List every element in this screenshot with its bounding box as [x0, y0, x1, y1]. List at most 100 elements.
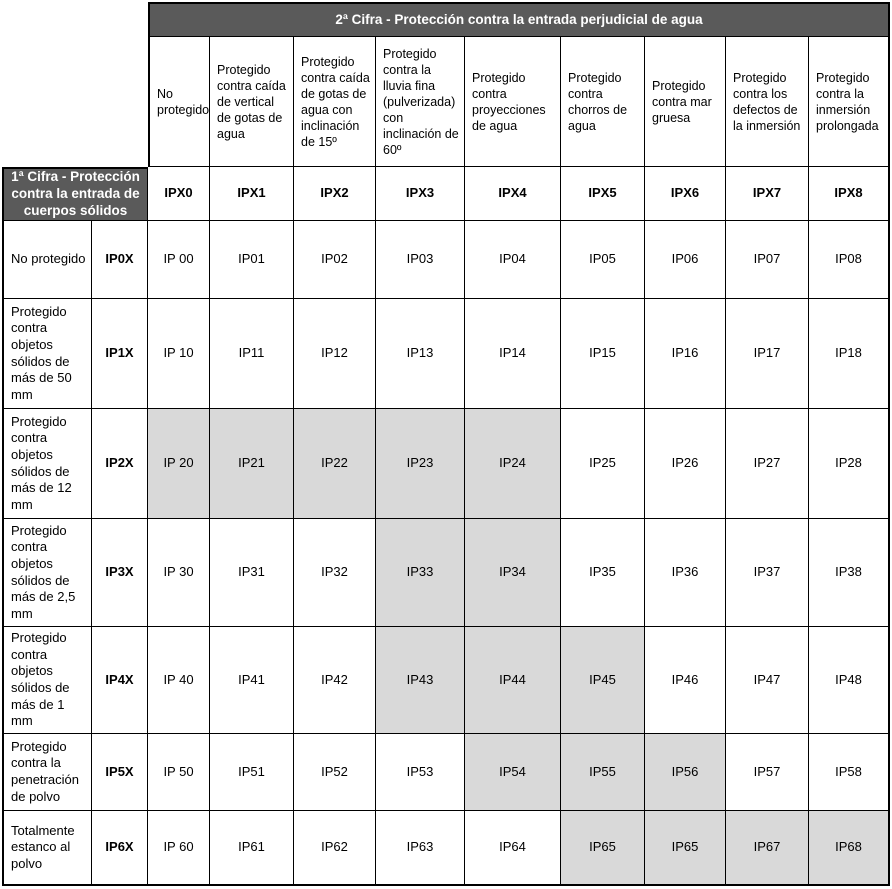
solids-row-description: Protegido contra objetos sólidos de más …	[2, 519, 92, 627]
water-col-code: IPX1	[210, 167, 294, 221]
ip-code-cell: IP 10	[148, 299, 210, 409]
solids-row-code: IP6X	[92, 811, 148, 886]
water-protection-header: 2ª Cifra - Protección contra la entrada …	[148, 2, 890, 37]
water-col-description: Protegido contra los defectos de la inme…	[726, 37, 809, 167]
ip-code-cell: IP35	[561, 519, 645, 627]
ip-code-cell: IP47	[726, 627, 809, 734]
ip-code-cell: IP 60	[148, 811, 210, 886]
water-col-code: IPX0	[148, 167, 210, 221]
water-col-description: Protegido contra caída de gotas de agua …	[294, 37, 376, 167]
ip-code-cell: IP14	[465, 299, 561, 409]
ip-code-cell: IP22	[294, 409, 376, 519]
solids-row-code: IP2X	[92, 409, 148, 519]
ip-code-cell: IP11	[210, 299, 294, 409]
solids-row-description: Totalmente estanco al polvo	[2, 811, 92, 886]
ip-code-cell: IP51	[210, 734, 294, 811]
ip-code-cell: IP58	[809, 734, 890, 811]
ip-code-cell: IP 40	[148, 627, 210, 734]
ip-code-cell: IP46	[645, 627, 726, 734]
ip-code-cell: IP62	[294, 811, 376, 886]
ip-code-cell: IP65	[645, 811, 726, 886]
ip-code-cell: IP17	[726, 299, 809, 409]
water-col-description: Protegido contra proyecciones de agua	[465, 37, 561, 167]
solids-row-description: Protegido contra la penetración de polvo	[2, 734, 92, 811]
water-col-code: IPX8	[809, 167, 890, 221]
water-col-code: IPX3	[376, 167, 465, 221]
ip-code-cell: IP55	[561, 734, 645, 811]
ip-code-cell: IP27	[726, 409, 809, 519]
water-col-description: Protegido contra caída de vertical de go…	[210, 37, 294, 167]
ip-code-cell: IP37	[726, 519, 809, 627]
ip-code-cell: IP 50	[148, 734, 210, 811]
ip-code-cell: IP53	[376, 734, 465, 811]
solids-row-description: Protegido contra objetos sólidos de más …	[2, 299, 92, 409]
water-col-description: No protegido	[148, 37, 210, 167]
ip-code-cell: IP28	[809, 409, 890, 519]
empty-corner	[2, 2, 148, 167]
ip-code-cell: IP07	[726, 221, 809, 299]
solids-row-description: No protegido	[2, 221, 92, 299]
ip-code-cell: IP16	[645, 299, 726, 409]
ip-code-cell: IP56	[645, 734, 726, 811]
ip-code-cell: IP34	[465, 519, 561, 627]
ip-code-cell: IP12	[294, 299, 376, 409]
solids-row-description: Protegido contra objetos sólidos de más …	[2, 409, 92, 519]
ip-code-cell: IP61	[210, 811, 294, 886]
ip-code-cell: IP26	[645, 409, 726, 519]
water-col-code: IPX7	[726, 167, 809, 221]
ip-code-cell: IP25	[561, 409, 645, 519]
ip-code-cell: IP54	[465, 734, 561, 811]
ip-code-cell: IP01	[210, 221, 294, 299]
water-col-code: IPX5	[561, 167, 645, 221]
ip-code-cell: IP31	[210, 519, 294, 627]
water-col-code: IPX6	[645, 167, 726, 221]
ip-code-cell: IP57	[726, 734, 809, 811]
ip-code-cell: IP18	[809, 299, 890, 409]
ip-code-cell: IP52	[294, 734, 376, 811]
water-col-description: Protegido contra la lluvia fina (pulveri…	[376, 37, 465, 167]
ip-code-cell: IP 00	[148, 221, 210, 299]
ip-code-cell: IP05	[561, 221, 645, 299]
water-col-description: Protegido contra mar gruesa	[645, 37, 726, 167]
ip-code-cell: IP23	[376, 409, 465, 519]
solids-protection-header: 1ª Cifra - Protección contra la entrada …	[2, 167, 148, 221]
ip-code-cell: IP02	[294, 221, 376, 299]
ip-code-cell: IP68	[809, 811, 890, 886]
ip-code-cell: IP 20	[148, 409, 210, 519]
ip-code-cell: IP15	[561, 299, 645, 409]
water-col-code: IPX4	[465, 167, 561, 221]
ip-code-cell: IP 30	[148, 519, 210, 627]
solids-row-code: IP0X	[92, 221, 148, 299]
ip-code-cell: IP06	[645, 221, 726, 299]
solids-row-code: IP3X	[92, 519, 148, 627]
solids-row-code: IP4X	[92, 627, 148, 734]
solids-row-code: IP5X	[92, 734, 148, 811]
ip-code-cell: IP42	[294, 627, 376, 734]
ip-code-cell: IP04	[465, 221, 561, 299]
ip-code-cell: IP65	[561, 811, 645, 886]
ip-code-cell: IP48	[809, 627, 890, 734]
ip-code-cell: IP41	[210, 627, 294, 734]
ip-code-cell: IP13	[376, 299, 465, 409]
ip-code-cell: IP43	[376, 627, 465, 734]
ip-code-cell: IP24	[465, 409, 561, 519]
ip-code-cell: IP36	[645, 519, 726, 627]
ip-code-cell: IP08	[809, 221, 890, 299]
solids-row-description: Protegido contra objetos sólidos de más …	[2, 627, 92, 734]
water-col-code: IPX2	[294, 167, 376, 221]
ip-code-cell: IP44	[465, 627, 561, 734]
solids-row-code: IP1X	[92, 299, 148, 409]
ip-code-cell: IP33	[376, 519, 465, 627]
water-col-description: Protegido contra la inmersión prolongada	[809, 37, 890, 167]
ip-code-cell: IP45	[561, 627, 645, 734]
ip-code-cell: IP38	[809, 519, 890, 627]
water-col-description: Protegido contra chorros de agua	[561, 37, 645, 167]
ip-code-cell: IP21	[210, 409, 294, 519]
ip-code-cell: IP67	[726, 811, 809, 886]
ip-code-cell: IP63	[376, 811, 465, 886]
ip-code-cell: IP32	[294, 519, 376, 627]
ip-code-cell: IP03	[376, 221, 465, 299]
ip-code-cell: IP64	[465, 811, 561, 886]
